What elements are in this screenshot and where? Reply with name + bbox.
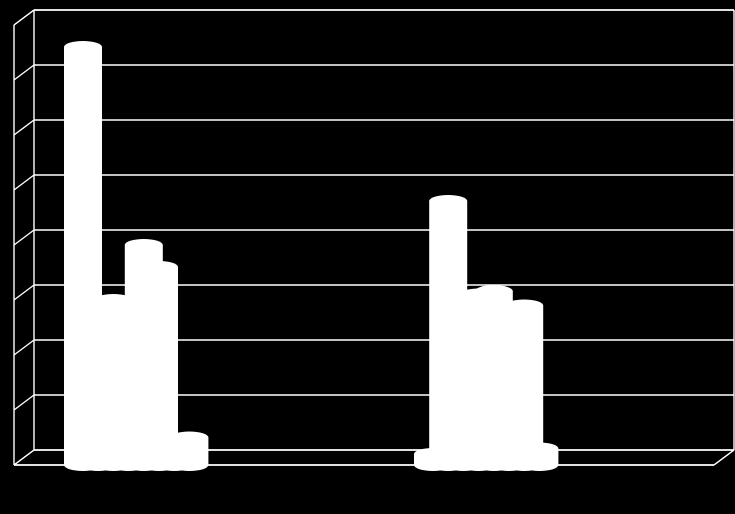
- bar-g2-b8: [520, 443, 558, 472]
- bar-chart-3d: [0, 0, 735, 514]
- chart-container: [0, 0, 735, 514]
